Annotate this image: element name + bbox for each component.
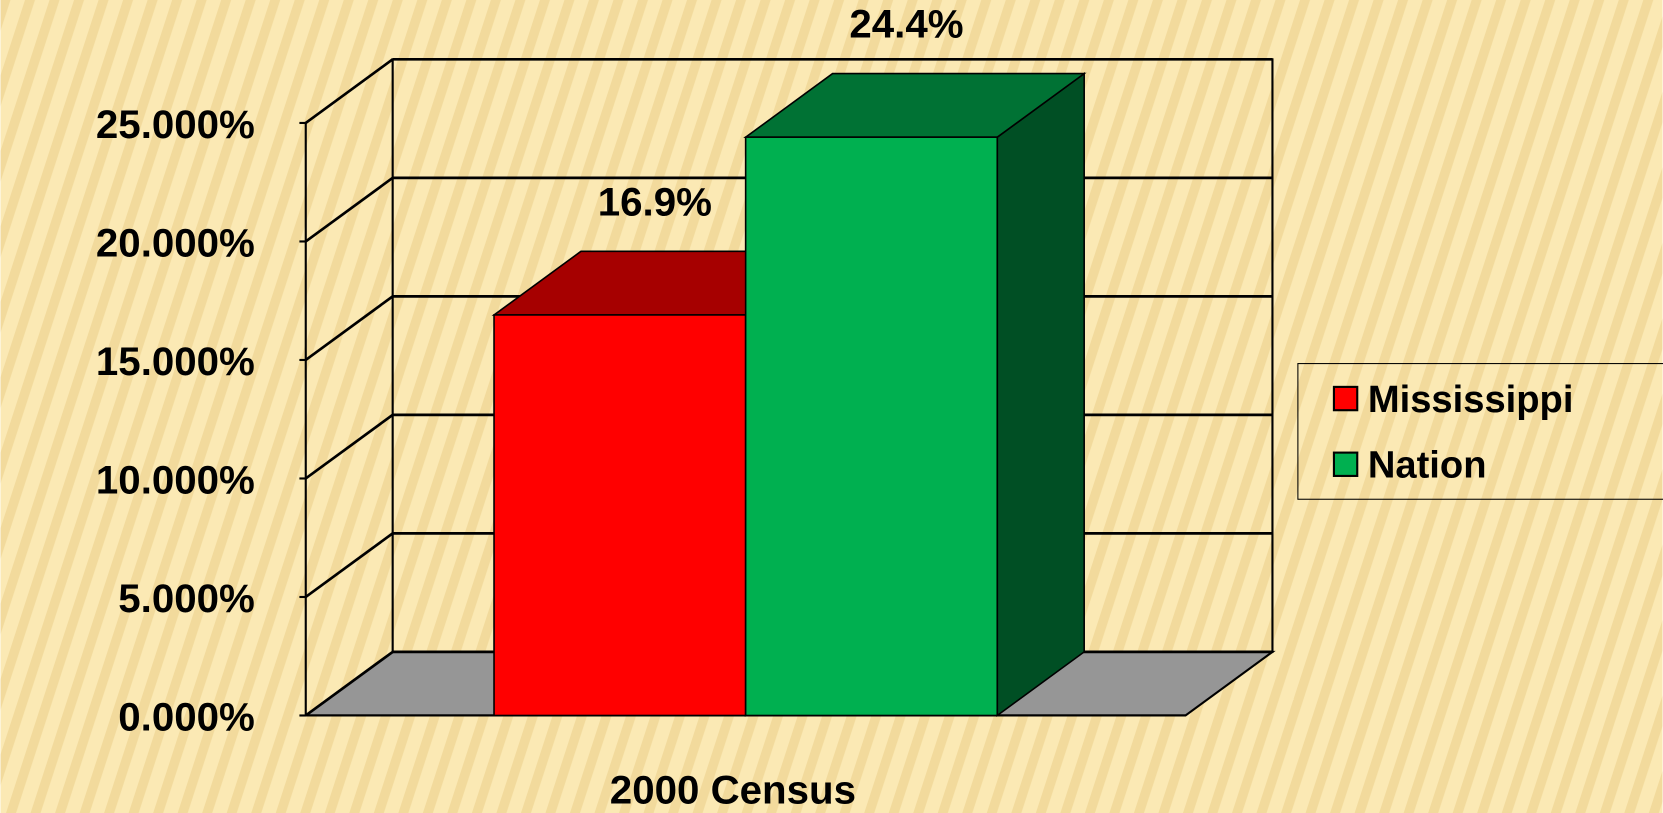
bar [493, 314, 747, 717]
y-tick-label: 5.000% [118, 576, 255, 621]
legend-swatch [1332, 451, 1359, 477]
bar-side [996, 72, 1085, 718]
y-tick-label: 10.000% [96, 457, 255, 502]
legend-swatch [1332, 385, 1359, 412]
grid-line [304, 176, 394, 243]
x-tick-label: 2000 Census [610, 768, 856, 813]
legend-label: Mississippi [1368, 378, 1574, 421]
legend-label: Nation [1368, 444, 1487, 487]
grid-line [304, 58, 394, 125]
grid-line [304, 413, 394, 480]
bar [744, 136, 999, 717]
data-label: 16.9% [598, 179, 712, 224]
y-tick-label: 15.000% [96, 339, 255, 384]
y-tick-label: 20.000% [96, 220, 255, 265]
grid-line [304, 295, 394, 362]
legend-box [1297, 363, 1663, 500]
grid-line [304, 650, 394, 717]
data-label: 24.4% [849, 2, 963, 47]
grid-line [304, 532, 394, 599]
y-tick-label: 25.000% [96, 102, 255, 147]
y-tick-label: 0.000% [118, 694, 255, 739]
